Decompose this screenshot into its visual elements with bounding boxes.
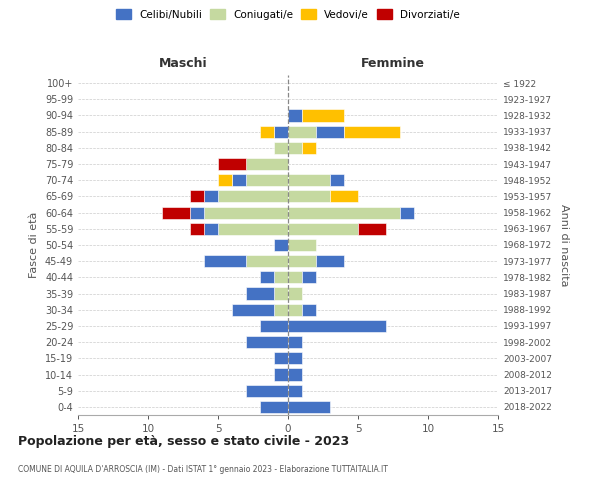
Bar [358,222,386,235]
Bar [288,206,400,218]
Bar [246,384,288,397]
Bar [288,110,302,122]
Bar [274,304,288,316]
Bar [204,190,218,202]
Text: Popolazione per età, sesso e stato civile - 2023: Popolazione per età, sesso e stato civil… [18,435,349,448]
Bar [246,255,288,268]
Bar [288,222,358,235]
Text: Maschi: Maschi [158,57,208,70]
Bar [204,255,246,268]
Bar [302,142,316,154]
Bar [316,255,344,268]
Bar [190,206,204,218]
Bar [288,401,330,413]
Bar [260,320,288,332]
Bar [246,336,288,348]
Bar [274,239,288,251]
Bar [260,272,274,283]
Bar [274,352,288,364]
Bar [204,206,288,218]
Bar [288,304,302,316]
Text: Femmine: Femmine [361,57,425,70]
Bar [288,320,386,332]
Bar [400,206,414,218]
Bar [302,272,316,283]
Bar [302,304,316,316]
Bar [260,401,288,413]
Bar [260,126,274,138]
Bar [330,190,358,202]
Bar [204,222,218,235]
Bar [190,190,204,202]
Bar [218,222,288,235]
Bar [288,126,316,138]
Bar [190,222,204,235]
Bar [288,336,302,348]
Bar [274,142,288,154]
Bar [218,158,246,170]
Bar [288,255,316,268]
Bar [288,368,302,380]
Bar [218,174,232,186]
Bar [288,142,302,154]
Bar [274,368,288,380]
Bar [288,272,302,283]
Bar [162,206,190,218]
Bar [274,272,288,283]
Bar [246,174,288,186]
Bar [218,190,288,202]
Bar [274,126,288,138]
Bar [330,174,344,186]
Bar [288,384,302,397]
Text: COMUNE DI AQUILA D'ARROSCIA (IM) - Dati ISTAT 1° gennaio 2023 - Elaborazione TUT: COMUNE DI AQUILA D'ARROSCIA (IM) - Dati … [18,465,388,474]
Bar [246,288,274,300]
Legend: Celibi/Nubili, Coniugati/e, Vedovi/e, Divorziati/e: Celibi/Nubili, Coniugati/e, Vedovi/e, Di… [112,5,464,24]
Bar [344,126,400,138]
Bar [246,158,288,170]
Bar [288,190,330,202]
Bar [288,239,316,251]
Y-axis label: Fasce di età: Fasce di età [29,212,39,278]
Bar [288,352,302,364]
Bar [288,288,302,300]
Bar [232,174,246,186]
Bar [232,304,274,316]
Bar [288,174,330,186]
Y-axis label: Anni di nascita: Anni di nascita [559,204,569,286]
Bar [316,126,344,138]
Bar [274,288,288,300]
Bar [302,110,344,122]
